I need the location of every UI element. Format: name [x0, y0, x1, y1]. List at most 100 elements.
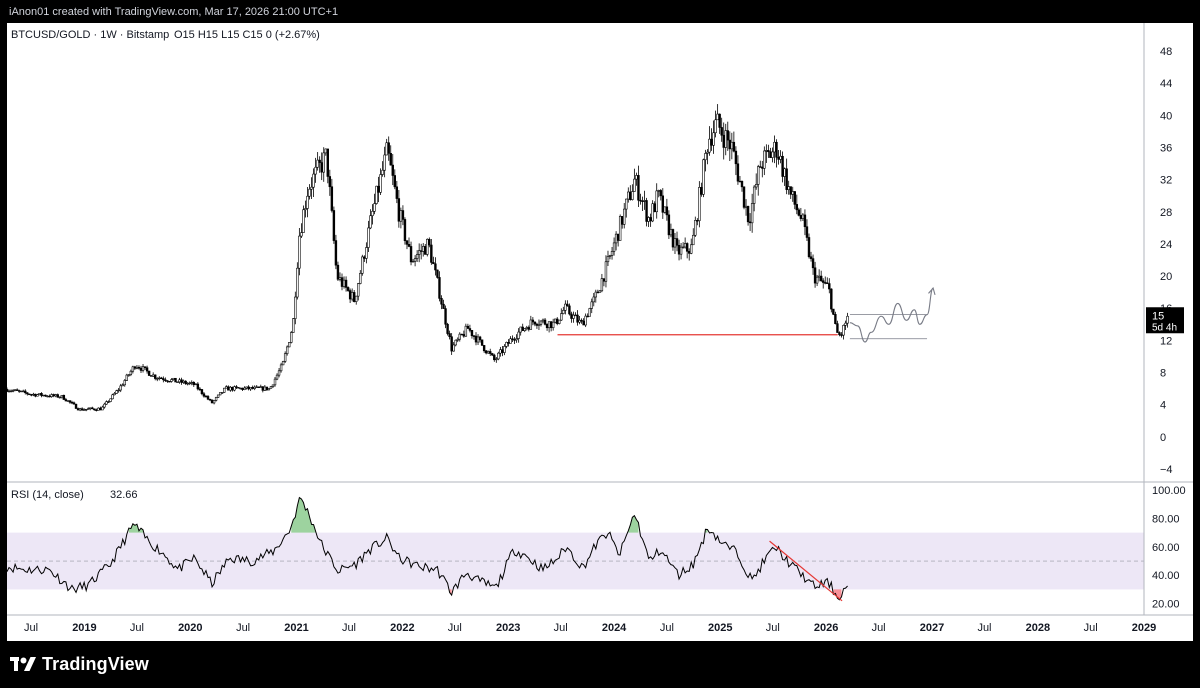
candle-body: [472, 335, 476, 337]
candle-body: [513, 339, 516, 341]
price-tick-label: 36: [1160, 143, 1172, 155]
candle-body: [78, 408, 82, 411]
candle-body: [714, 119, 717, 134]
candle-body: [750, 203, 754, 224]
candle-body: [115, 390, 118, 394]
candle-body: [517, 331, 520, 339]
candle-body: [757, 166, 760, 185]
candle-body: [133, 366, 137, 369]
candle-body: [387, 142, 390, 154]
candle-body: [592, 296, 595, 303]
candle-body: [639, 199, 642, 202]
candle-body: [403, 219, 407, 241]
time-tick-label: Jul: [342, 622, 356, 634]
candle-body: [371, 210, 374, 217]
candle-body: [334, 240, 338, 266]
candle-body: [139, 367, 143, 371]
candle-body: [606, 256, 610, 263]
candle-body: [633, 178, 636, 192]
candle-body: [728, 139, 732, 150]
candle-body: [426, 238, 429, 255]
candle-body: [170, 379, 173, 382]
candle-body: [172, 377, 175, 380]
candle-body: [746, 205, 750, 223]
candle-body: [137, 366, 141, 369]
candle-body: [17, 390, 21, 392]
candle-body: [308, 188, 311, 197]
candle-body: [748, 221, 752, 224]
candle-body: [279, 364, 283, 372]
candle-body: [302, 209, 305, 233]
candle-body: [576, 314, 579, 323]
chart-canvas[interactable]: 48444036322824201612840−4100.0080.0060.0…: [7, 23, 1193, 641]
candle-body: [742, 186, 746, 208]
candle-body: [791, 191, 794, 195]
candle-body: [698, 187, 701, 221]
candle-body: [160, 377, 163, 380]
candle-body: [738, 180, 742, 183]
candle-body: [712, 132, 715, 146]
candle-body: [700, 187, 703, 195]
candle-body: [271, 384, 275, 387]
candle-body: [212, 400, 216, 404]
candle-body: [556, 318, 559, 324]
candle-body: [430, 244, 433, 263]
price-tick-label: −4: [1160, 464, 1173, 476]
candle-body: [210, 399, 214, 404]
candle-body: [316, 159, 319, 168]
time-tick-label: 2027: [920, 622, 944, 634]
candle-body: [752, 186, 756, 204]
candle-body: [726, 130, 729, 141]
candle-body: [665, 206, 669, 216]
candle-body: [243, 387, 246, 390]
candle-body: [306, 195, 309, 209]
time-tick-label: Jul: [130, 622, 144, 634]
candle-body: [340, 277, 344, 287]
projection-arrow-icon: [928, 287, 936, 296]
candle-body: [631, 191, 634, 200]
candle-body: [176, 381, 179, 383]
time-tick-label: 2025: [708, 622, 732, 634]
candle-body: [233, 386, 236, 391]
candle-body: [468, 328, 472, 331]
candle-body: [229, 386, 232, 391]
candle-body: [206, 396, 210, 400]
time-tick-label: Jul: [554, 622, 568, 634]
candle-body: [604, 261, 608, 282]
candle-body: [95, 409, 98, 411]
candle-body: [72, 402, 76, 405]
candle-body: [186, 383, 189, 385]
candle-body: [350, 292, 354, 300]
candle-body: [375, 185, 378, 204]
candle-body: [761, 166, 764, 169]
candle-body: [322, 152, 325, 173]
candle-body: [795, 204, 799, 211]
candle-body: [627, 191, 630, 200]
candle-body: [734, 150, 738, 165]
candle-body: [415, 254, 419, 259]
candle-body: [26, 392, 29, 395]
candle-body: [813, 267, 817, 284]
candle-body: [661, 195, 665, 213]
candle-body: [296, 267, 299, 298]
candle-body: [783, 168, 786, 177]
candle-body: [292, 318, 295, 333]
candle-body: [558, 319, 561, 324]
projection-path: [849, 287, 934, 343]
candle-body: [541, 319, 545, 322]
candle-body: [470, 330, 474, 337]
candle-body: [834, 314, 837, 324]
tradingview-logo[interactable]: TradingView: [10, 652, 149, 676]
candle-body: [440, 298, 443, 305]
candle-body: [417, 250, 421, 255]
candle-body: [553, 318, 557, 323]
candle-body: [466, 325, 470, 329]
candle-body: [48, 395, 51, 398]
candle-body: [237, 387, 240, 389]
candle-body: [109, 398, 112, 402]
candle-body: [785, 168, 788, 190]
candle-body: [789, 186, 792, 195]
time-tick-label: Jul: [872, 622, 886, 634]
candle-body: [200, 389, 204, 395]
time-tick-label: 2026: [814, 622, 838, 634]
